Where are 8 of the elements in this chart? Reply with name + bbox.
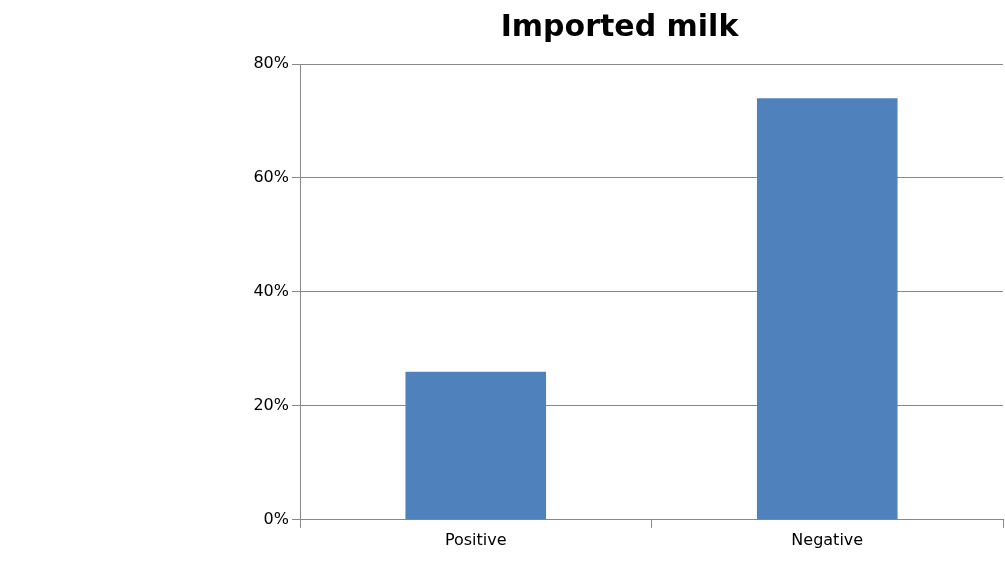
- y-tick-label: 80%: [253, 53, 289, 73]
- chart-title: Imported milk: [500, 7, 740, 43]
- x-tick-label: Positive: [444, 529, 507, 549]
- y-tick-label: 40%: [253, 281, 289, 301]
- y-tick-label: 60%: [253, 167, 289, 187]
- y-tick-label: 20%: [253, 395, 289, 415]
- y-tick-label: 0%: [263, 508, 289, 528]
- x-tick-label: Negative: [791, 529, 864, 549]
